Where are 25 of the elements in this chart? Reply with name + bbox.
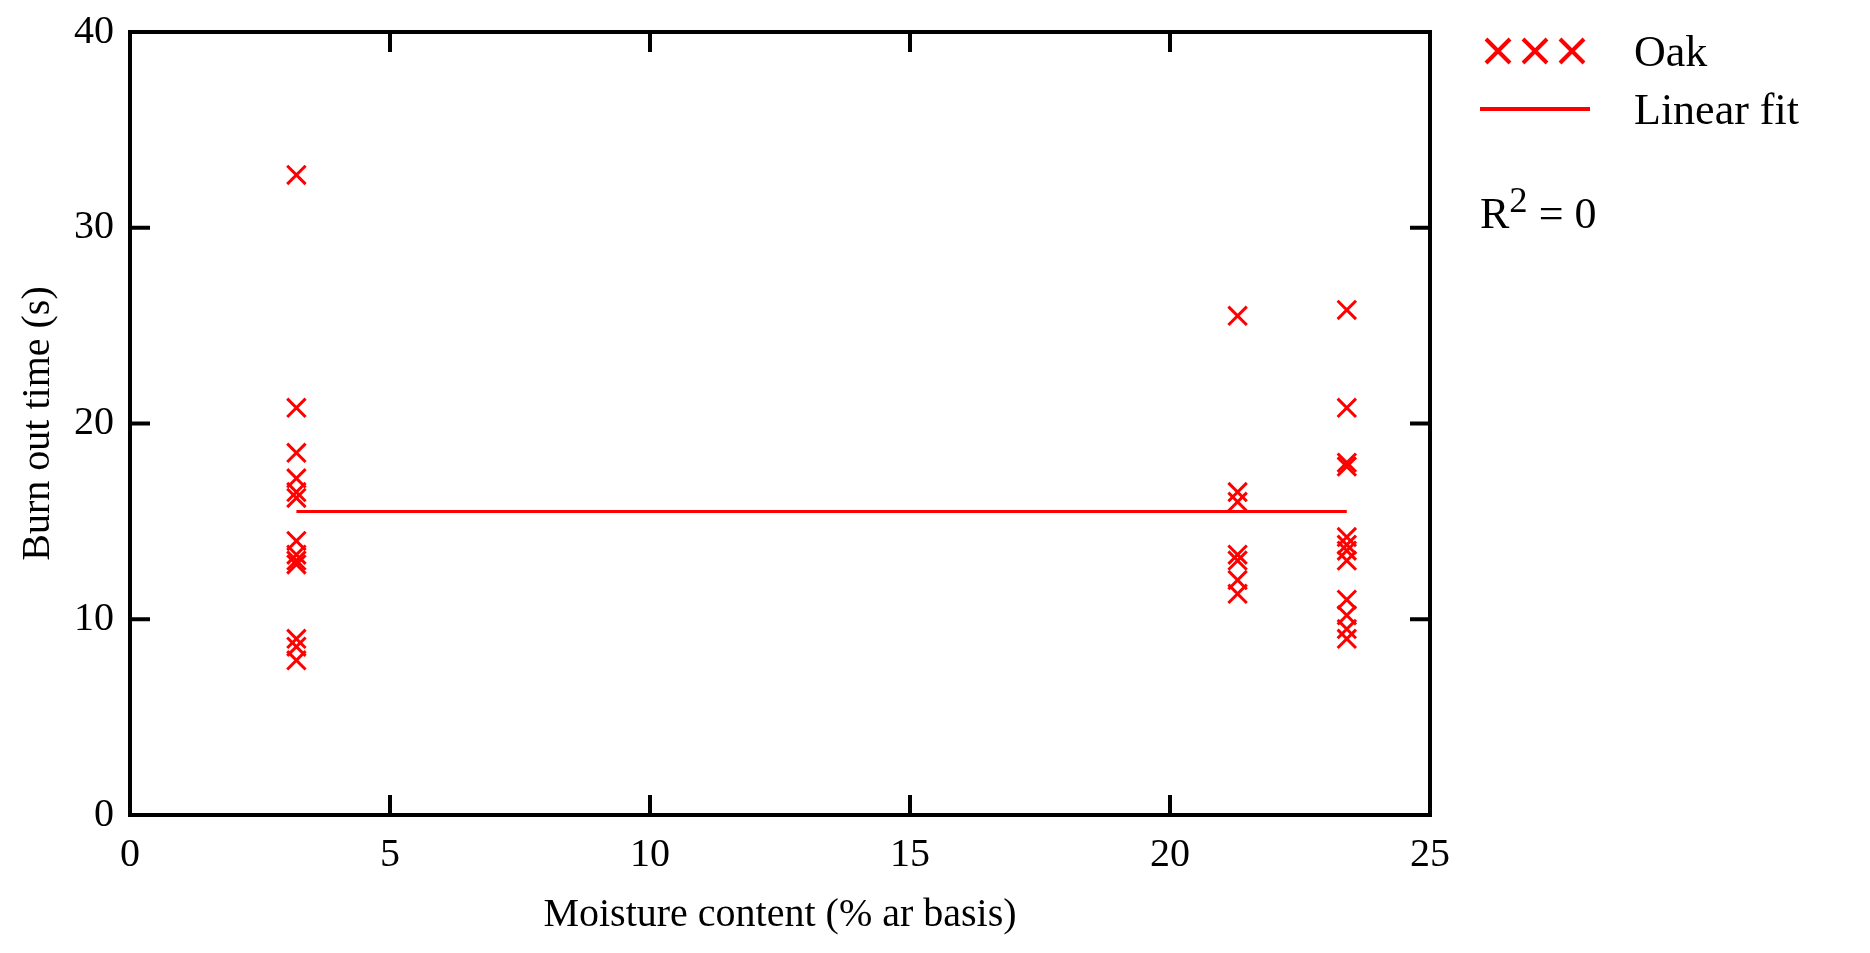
point bbox=[1336, 397, 1358, 419]
y-tick-label: 40 bbox=[74, 6, 114, 52]
text: R$^{2}$ = 0 bbox=[1480, 178, 1598, 239]
point bbox=[1336, 628, 1358, 650]
point bbox=[1226, 543, 1249, 566]
y-axis-title: Burn out time (s) bbox=[12, 286, 58, 561]
y-tick-label: 10 bbox=[74, 593, 114, 639]
y-tick-label: 0 bbox=[94, 789, 114, 835]
point bbox=[1226, 481, 1249, 503]
x-axis-title: Moisture content (% ar basis) bbox=[543, 889, 1017, 935]
y-tick-label: 30 bbox=[74, 202, 114, 248]
point bbox=[285, 397, 308, 419]
legend-label: Linear fit bbox=[1634, 83, 1799, 135]
x-tick-label: 25 bbox=[1410, 829, 1450, 875]
point bbox=[1226, 305, 1249, 327]
point bbox=[285, 442, 308, 464]
x-tick-label: 15 bbox=[890, 829, 930, 875]
y-tick-label: 20 bbox=[74, 398, 114, 443]
point bbox=[285, 164, 308, 186]
x-tick-label: 10 bbox=[630, 829, 670, 875]
point bbox=[1336, 299, 1358, 321]
x-tick-label: 5 bbox=[380, 829, 400, 875]
point bbox=[1226, 491, 1249, 513]
legend-label: Oak bbox=[1634, 25, 1708, 77]
x-tick-label: 20 bbox=[1150, 829, 1190, 875]
